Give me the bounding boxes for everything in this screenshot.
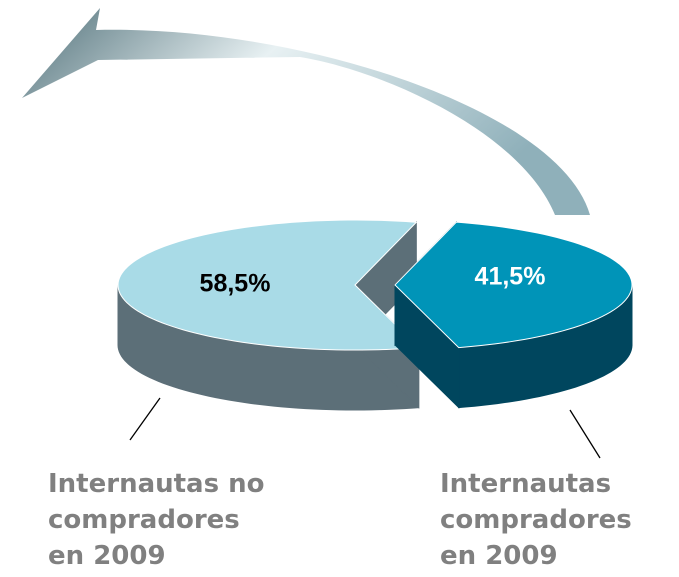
category-label: en 2009 <box>48 541 166 571</box>
value-label: 58,5% <box>200 270 271 298</box>
slice <box>394 220 633 409</box>
category-label: compradores <box>440 505 632 535</box>
category-label: Internautas no <box>48 469 265 499</box>
value-label: 41,5% <box>475 263 546 291</box>
leader-line <box>129 397 161 441</box>
arrow <box>22 8 590 215</box>
category-label: compradores <box>48 505 240 535</box>
leader-line <box>569 409 601 459</box>
slice-top <box>117 219 420 351</box>
slice-top <box>394 221 633 349</box>
category-label: Internautas <box>440 469 611 499</box>
slice <box>117 219 420 411</box>
category-label: en 2009 <box>440 541 558 571</box>
pie: 58,5% 41,5% <box>117 219 633 411</box>
